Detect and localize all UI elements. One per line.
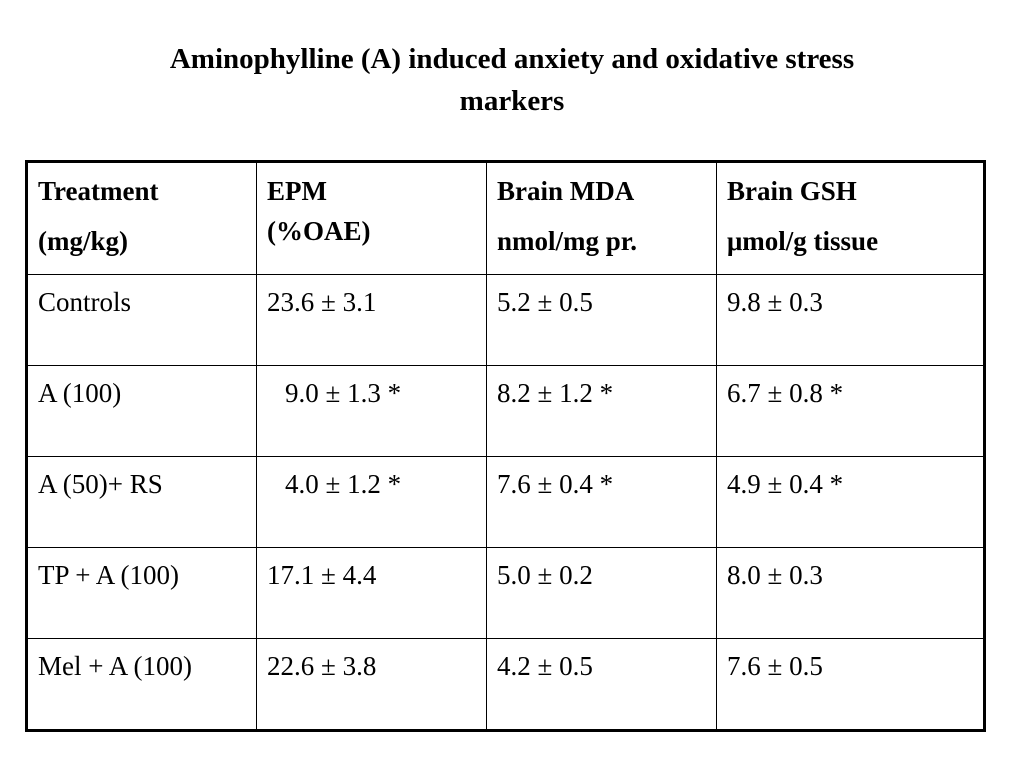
mda-cell: 5.0 ± 0.2	[486, 547, 717, 639]
gsh-cell: 8.0 ± 0.3	[716, 547, 985, 639]
header-brain-mda-line-1: Brain MDA	[497, 176, 635, 206]
treatment-cell: Mel + A (100)	[26, 638, 257, 731]
header-epm: EPM (%OAE)	[256, 161, 487, 275]
slide-title: Aminophylline (A) induced anxiety and ox…	[0, 38, 1024, 122]
table-row: Mel + A (100) 22.6 ± 3.8 4.2 ± 0.5 7.6 ±…	[26, 638, 985, 731]
slide-title-line-1: Aminophylline (A) induced anxiety and ox…	[169, 43, 855, 75]
header-brain-mda: Brain MDA nmol/mg pr.	[486, 161, 717, 275]
header-brain-gsh-line-2: μmol/g tissue	[727, 226, 879, 256]
header-brain-mda-line-2: nmol/mg pr.	[497, 226, 638, 256]
header-treatment: Treatment (mg/kg)	[26, 161, 257, 275]
treatment-cell: A (50)+ RS	[26, 456, 257, 548]
treatment-cell: Controls	[26, 274, 257, 366]
table-row: TP + A (100) 17.1 ± 4.4 5.0 ± 0.2 8.0 ± …	[26, 547, 985, 639]
header-epm-line-1: EPM	[267, 176, 327, 206]
table-row: A (100) 9.0 ± 1.3 * 8.2 ± 1.2 * 6.7 ± 0.…	[26, 365, 985, 457]
treatment-cell: TP + A (100)	[26, 547, 257, 639]
gsh-cell: 7.6 ± 0.5	[716, 638, 985, 731]
table-row: Controls 23.6 ± 3.1 5.2 ± 0.5 9.8 ± 0.3	[26, 274, 985, 366]
mda-cell: 7.6 ± 0.4 *	[486, 456, 717, 548]
header-row: Treatment (mg/kg) EPM (%OAE) Brain MDA n…	[26, 161, 985, 275]
treatment-cell: A (100)	[26, 365, 257, 457]
header-brain-gsh-line-1: Brain GSH	[727, 176, 857, 206]
slide-title-line-2: markers	[459, 85, 565, 117]
mda-cell: 8.2 ± 1.2 *	[486, 365, 717, 457]
header-epm-line-2: (%OAE)	[267, 216, 371, 246]
gsh-cell: 9.8 ± 0.3	[716, 274, 985, 366]
gsh-cell: 4.9 ± 0.4 *	[716, 456, 985, 548]
results-table: Treatment (mg/kg) EPM (%OAE) Brain MDA n…	[25, 160, 986, 732]
table-row: A (50)+ RS 4.0 ± 1.2 * 7.6 ± 0.4 * 4.9 ±…	[26, 456, 985, 548]
epm-cell: 22.6 ± 3.8	[256, 638, 487, 731]
epm-cell: 23.6 ± 3.1	[256, 274, 487, 366]
epm-cell: 17.1 ± 4.4	[256, 547, 487, 639]
epm-cell: 9.0 ± 1.3 *	[256, 365, 487, 457]
mda-cell: 4.2 ± 0.5	[486, 638, 717, 731]
header-brain-gsh: Brain GSH μmol/g tissue	[716, 161, 985, 275]
gsh-cell: 6.7 ± 0.8 *	[716, 365, 985, 457]
header-treatment-line-2: (mg/kg)	[38, 226, 128, 256]
table-body: Controls 23.6 ± 3.1 5.2 ± 0.5 9.8 ± 0.3 …	[26, 274, 985, 731]
epm-cell: 4.0 ± 1.2 *	[256, 456, 487, 548]
header-treatment-line-1: Treatment	[38, 176, 159, 206]
table-header: Treatment (mg/kg) EPM (%OAE) Brain MDA n…	[26, 161, 985, 275]
mda-cell: 5.2 ± 0.5	[486, 274, 717, 366]
